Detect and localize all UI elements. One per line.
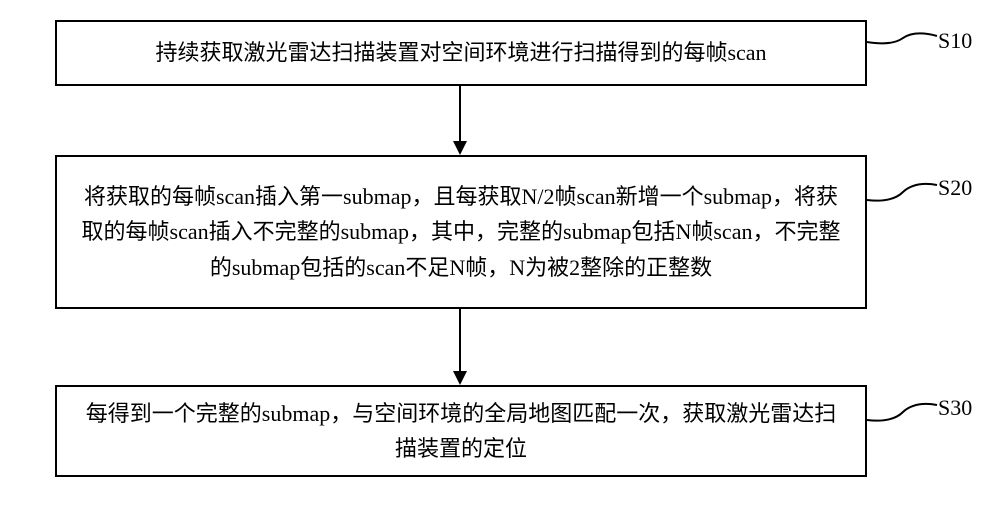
- connector-curve-s20: [867, 175, 939, 210]
- arrow-head-2: [453, 371, 467, 385]
- step-label-s20: S20: [938, 175, 972, 201]
- connector-curve-s10: [867, 24, 939, 54]
- step-text-s20: 将获取的每帧scan插入第一submap，且每获取N/2帧scan新增一个sub…: [77, 179, 845, 285]
- arrow-line-1: [459, 86, 461, 142]
- arrow-line-2: [459, 309, 461, 372]
- step-box-s10: 持续获取激光雷达扫描装置对空间环境进行扫描得到的每帧scan: [55, 20, 867, 86]
- flowchart-container: 持续获取激光雷达扫描装置对空间环境进行扫描得到的每帧scan S10 将获取的每…: [0, 0, 1000, 505]
- step-label-s10: S10: [938, 28, 972, 54]
- connector-curve-s30: [867, 394, 939, 429]
- step-label-s30: S30: [938, 395, 972, 421]
- arrow-head-1: [453, 141, 467, 155]
- step-text-s30: 每得到一个完整的submap，与空间环境的全局地图匹配一次，获取激光雷达扫描装置…: [77, 396, 845, 466]
- step-box-s30: 每得到一个完整的submap，与空间环境的全局地图匹配一次，获取激光雷达扫描装置…: [55, 385, 867, 477]
- step-text-s10: 持续获取激光雷达扫描装置对空间环境进行扫描得到的每帧scan: [155, 35, 766, 70]
- step-box-s20: 将获取的每帧scan插入第一submap，且每获取N/2帧scan新增一个sub…: [55, 155, 867, 309]
